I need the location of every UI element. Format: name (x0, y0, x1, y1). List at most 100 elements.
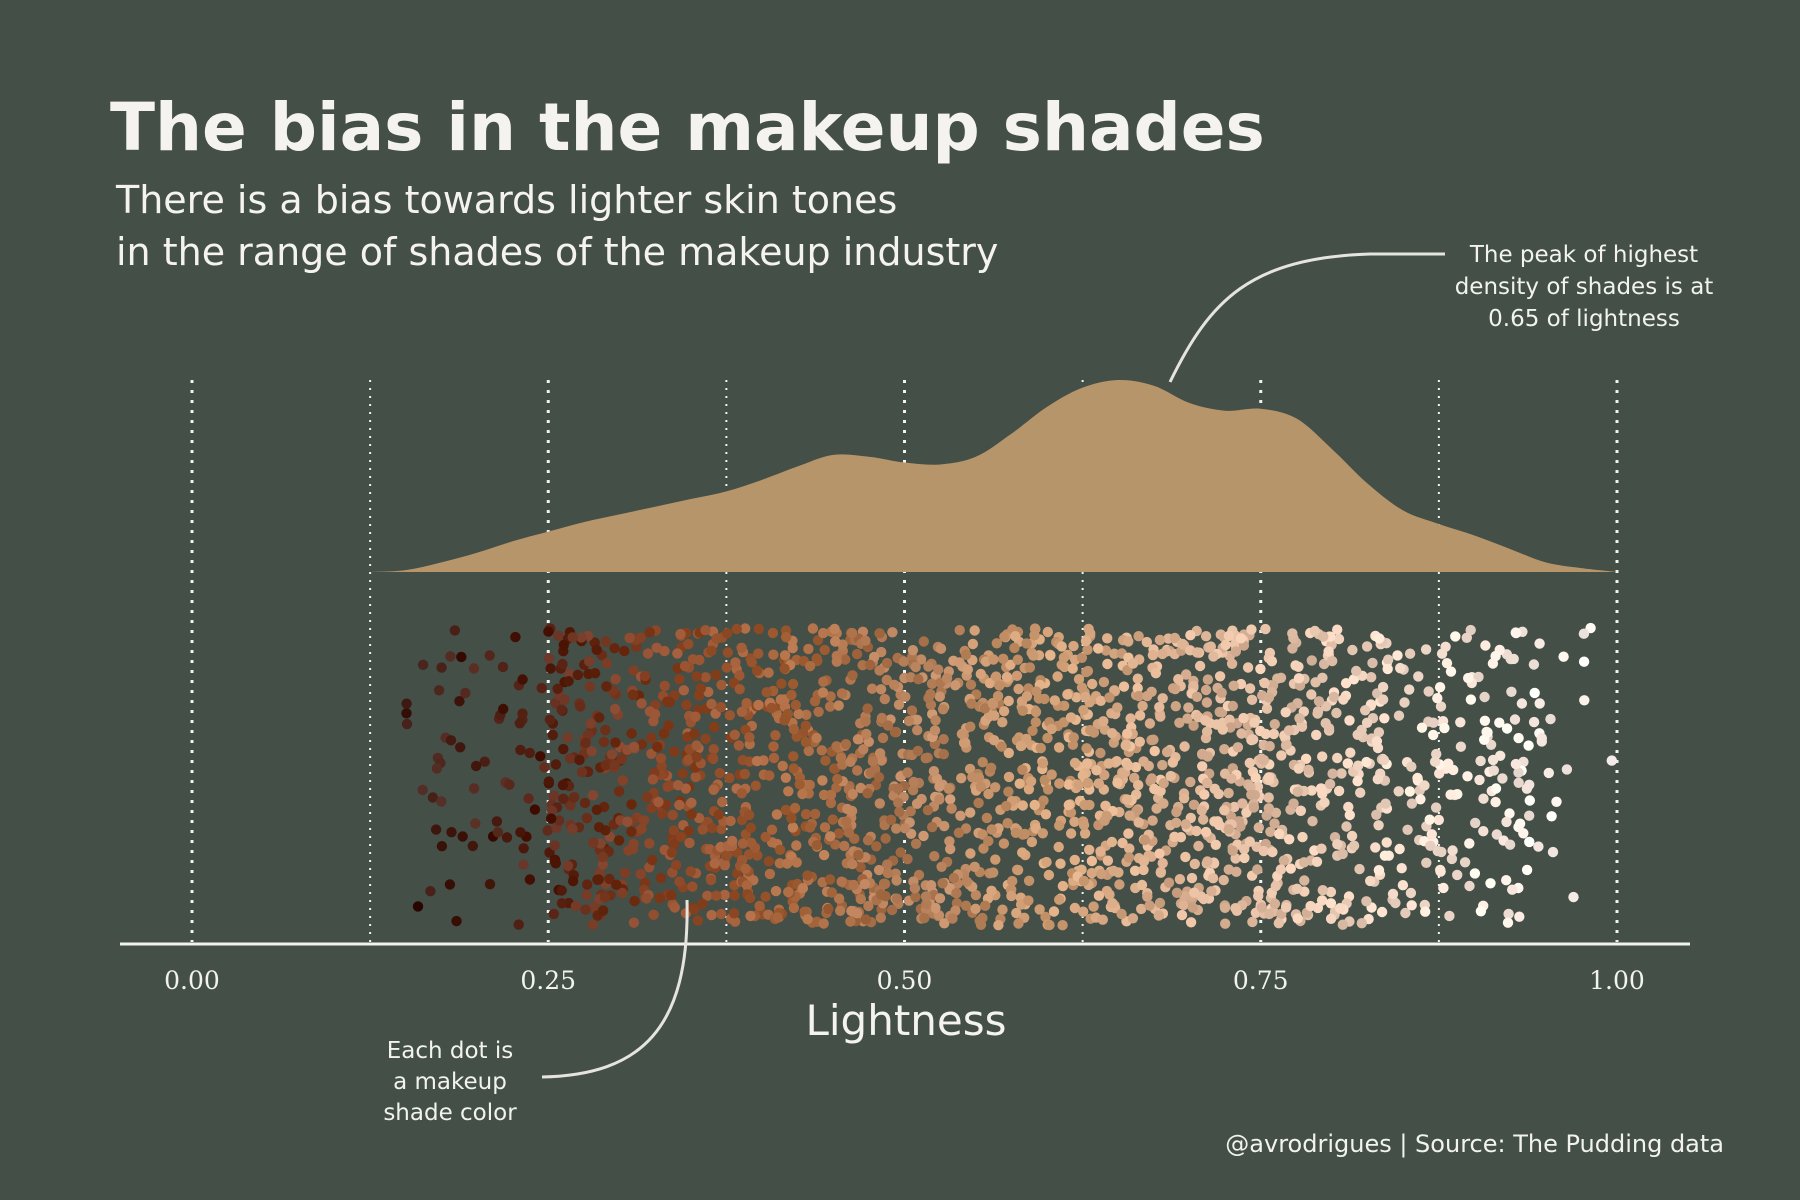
shade-dot-208 (567, 823, 578, 835)
shade-dot-908 (1069, 902, 1081, 914)
shade-dot-791 (783, 786, 794, 797)
shade-dot-834 (889, 679, 900, 690)
shade-dot-457 (763, 856, 775, 867)
shade-dot-1916 (1269, 898, 1281, 909)
shade-dot-1261 (1002, 818, 1013, 829)
shade-dot-671 (812, 655, 823, 667)
shade-dot-678 (851, 648, 863, 660)
shade-dot-422 (616, 753, 627, 765)
shade-dot-1605 (1097, 914, 1109, 925)
shade-dot-936 (970, 889, 982, 901)
shade-dot-2172 (1429, 756, 1441, 767)
shade-dot-238 (613, 835, 625, 846)
shade-dot-336 (683, 754, 694, 765)
shade-dot-2020 (1351, 665, 1362, 677)
shade-dot-236 (592, 874, 603, 885)
shade-dot-1636 (1227, 845, 1238, 856)
shade-dot-1511 (1229, 801, 1240, 813)
shade-dot-1204 (1021, 733, 1032, 745)
shade-dot-756 (860, 635, 871, 646)
shade-dot-119 (589, 668, 601, 679)
shade-dot-1076 (905, 806, 916, 817)
shade-dot-1109 (1053, 841, 1064, 853)
shade-dot-2122 (1420, 906, 1431, 917)
shade-dot-2123 (1423, 686, 1434, 697)
shade-dot-21 (401, 708, 412, 719)
shade-dot-1887 (1296, 721, 1308, 732)
shade-dot-29 (491, 816, 503, 827)
shade-dot-1740 (1168, 683, 1179, 694)
shade-dot-347 (559, 694, 570, 705)
shade-dot-2100 (1436, 648, 1448, 659)
shade-dot-913 (1040, 911, 1051, 923)
shade-dot-1612 (1226, 658, 1238, 669)
shade-dot-1699 (1197, 749, 1208, 760)
shade-dot-1037 (956, 773, 967, 784)
shade-dot-866 (843, 827, 855, 838)
shade-dot-1331 (1125, 713, 1136, 724)
shade-dot-1927 (1325, 913, 1337, 924)
shade-dot-2079 (1447, 845, 1458, 856)
shade-dot-706 (835, 905, 846, 916)
shade-dot-2090 (1501, 723, 1513, 734)
shade-dot-1869 (1354, 863, 1365, 875)
shade-dot-813 (782, 858, 793, 869)
shade-dot-725 (787, 822, 799, 833)
shade-dot-162 (710, 669, 721, 681)
shade-dot-1557 (1244, 836, 1256, 847)
shade-dot-1057 (928, 766, 940, 777)
shade-dot-252 (626, 799, 637, 810)
shade-dot-1503 (1180, 851, 1191, 863)
shade-dot-1770 (1261, 703, 1273, 714)
shade-dot-1252 (965, 807, 976, 818)
shade-dot-415 (581, 890, 592, 901)
shade-dot-417 (546, 813, 557, 824)
shade-dot-423 (644, 627, 655, 638)
shade-dot-1730 (1143, 760, 1155, 772)
shade-dot-1670 (1169, 831, 1180, 842)
shade-dot-52 (449, 625, 461, 636)
shade-dot-1723 (1123, 852, 1135, 863)
shade-dot-786 (875, 912, 886, 923)
shade-dot-891 (964, 763, 976, 775)
shade-dot-1233 (980, 900, 991, 911)
shade-dot-1614 (1108, 865, 1119, 876)
shade-dot-806 (733, 740, 745, 751)
shade-dot-1518 (1246, 624, 1257, 635)
shade-dot-698 (863, 900, 874, 912)
shade-dot-20 (436, 662, 447, 673)
shade-dot-314 (638, 815, 650, 826)
shade-dot-2195 (1546, 811, 1557, 822)
shade-dot-2177 (1448, 764, 1459, 776)
shade-dot-1293 (1076, 652, 1088, 663)
shade-dot-1240 (953, 827, 965, 838)
shade-dot-1414 (1109, 648, 1120, 659)
shade-dot-388 (586, 746, 597, 757)
dot-annotation-line-2: a makeup (393, 1069, 507, 1095)
shade-dot-726 (734, 684, 745, 695)
shade-dot-2198 (1533, 841, 1544, 852)
shade-dot-620 (724, 772, 735, 784)
shade-dot-271 (613, 786, 625, 797)
shade-dot-692 (768, 741, 779, 752)
shade-dot-1759 (1123, 828, 1134, 839)
shade-dot-775 (860, 914, 871, 925)
shade-dot-2024 (1491, 829, 1503, 840)
shade-dot-596 (886, 904, 898, 916)
shade-dot-1942 (1281, 739, 1292, 750)
shade-dot-600 (833, 700, 844, 711)
shade-dot-784 (797, 883, 809, 894)
shade-dot-1853 (1327, 655, 1338, 667)
shade-dot-959 (945, 794, 956, 805)
shade-dot-2016 (1275, 864, 1287, 875)
shade-dot-217 (600, 724, 611, 736)
shade-dot-2161 (1439, 722, 1450, 734)
shade-dot-147 (565, 800, 576, 811)
shade-dot-1295 (969, 625, 980, 636)
shade-dot-41 (401, 698, 412, 709)
shade-dot-218 (606, 749, 618, 760)
shade-dot-969 (984, 678, 996, 689)
shade-dot-1541 (1169, 632, 1181, 644)
shade-dot-327 (585, 718, 597, 729)
shade-dot-1709 (1250, 772, 1261, 783)
